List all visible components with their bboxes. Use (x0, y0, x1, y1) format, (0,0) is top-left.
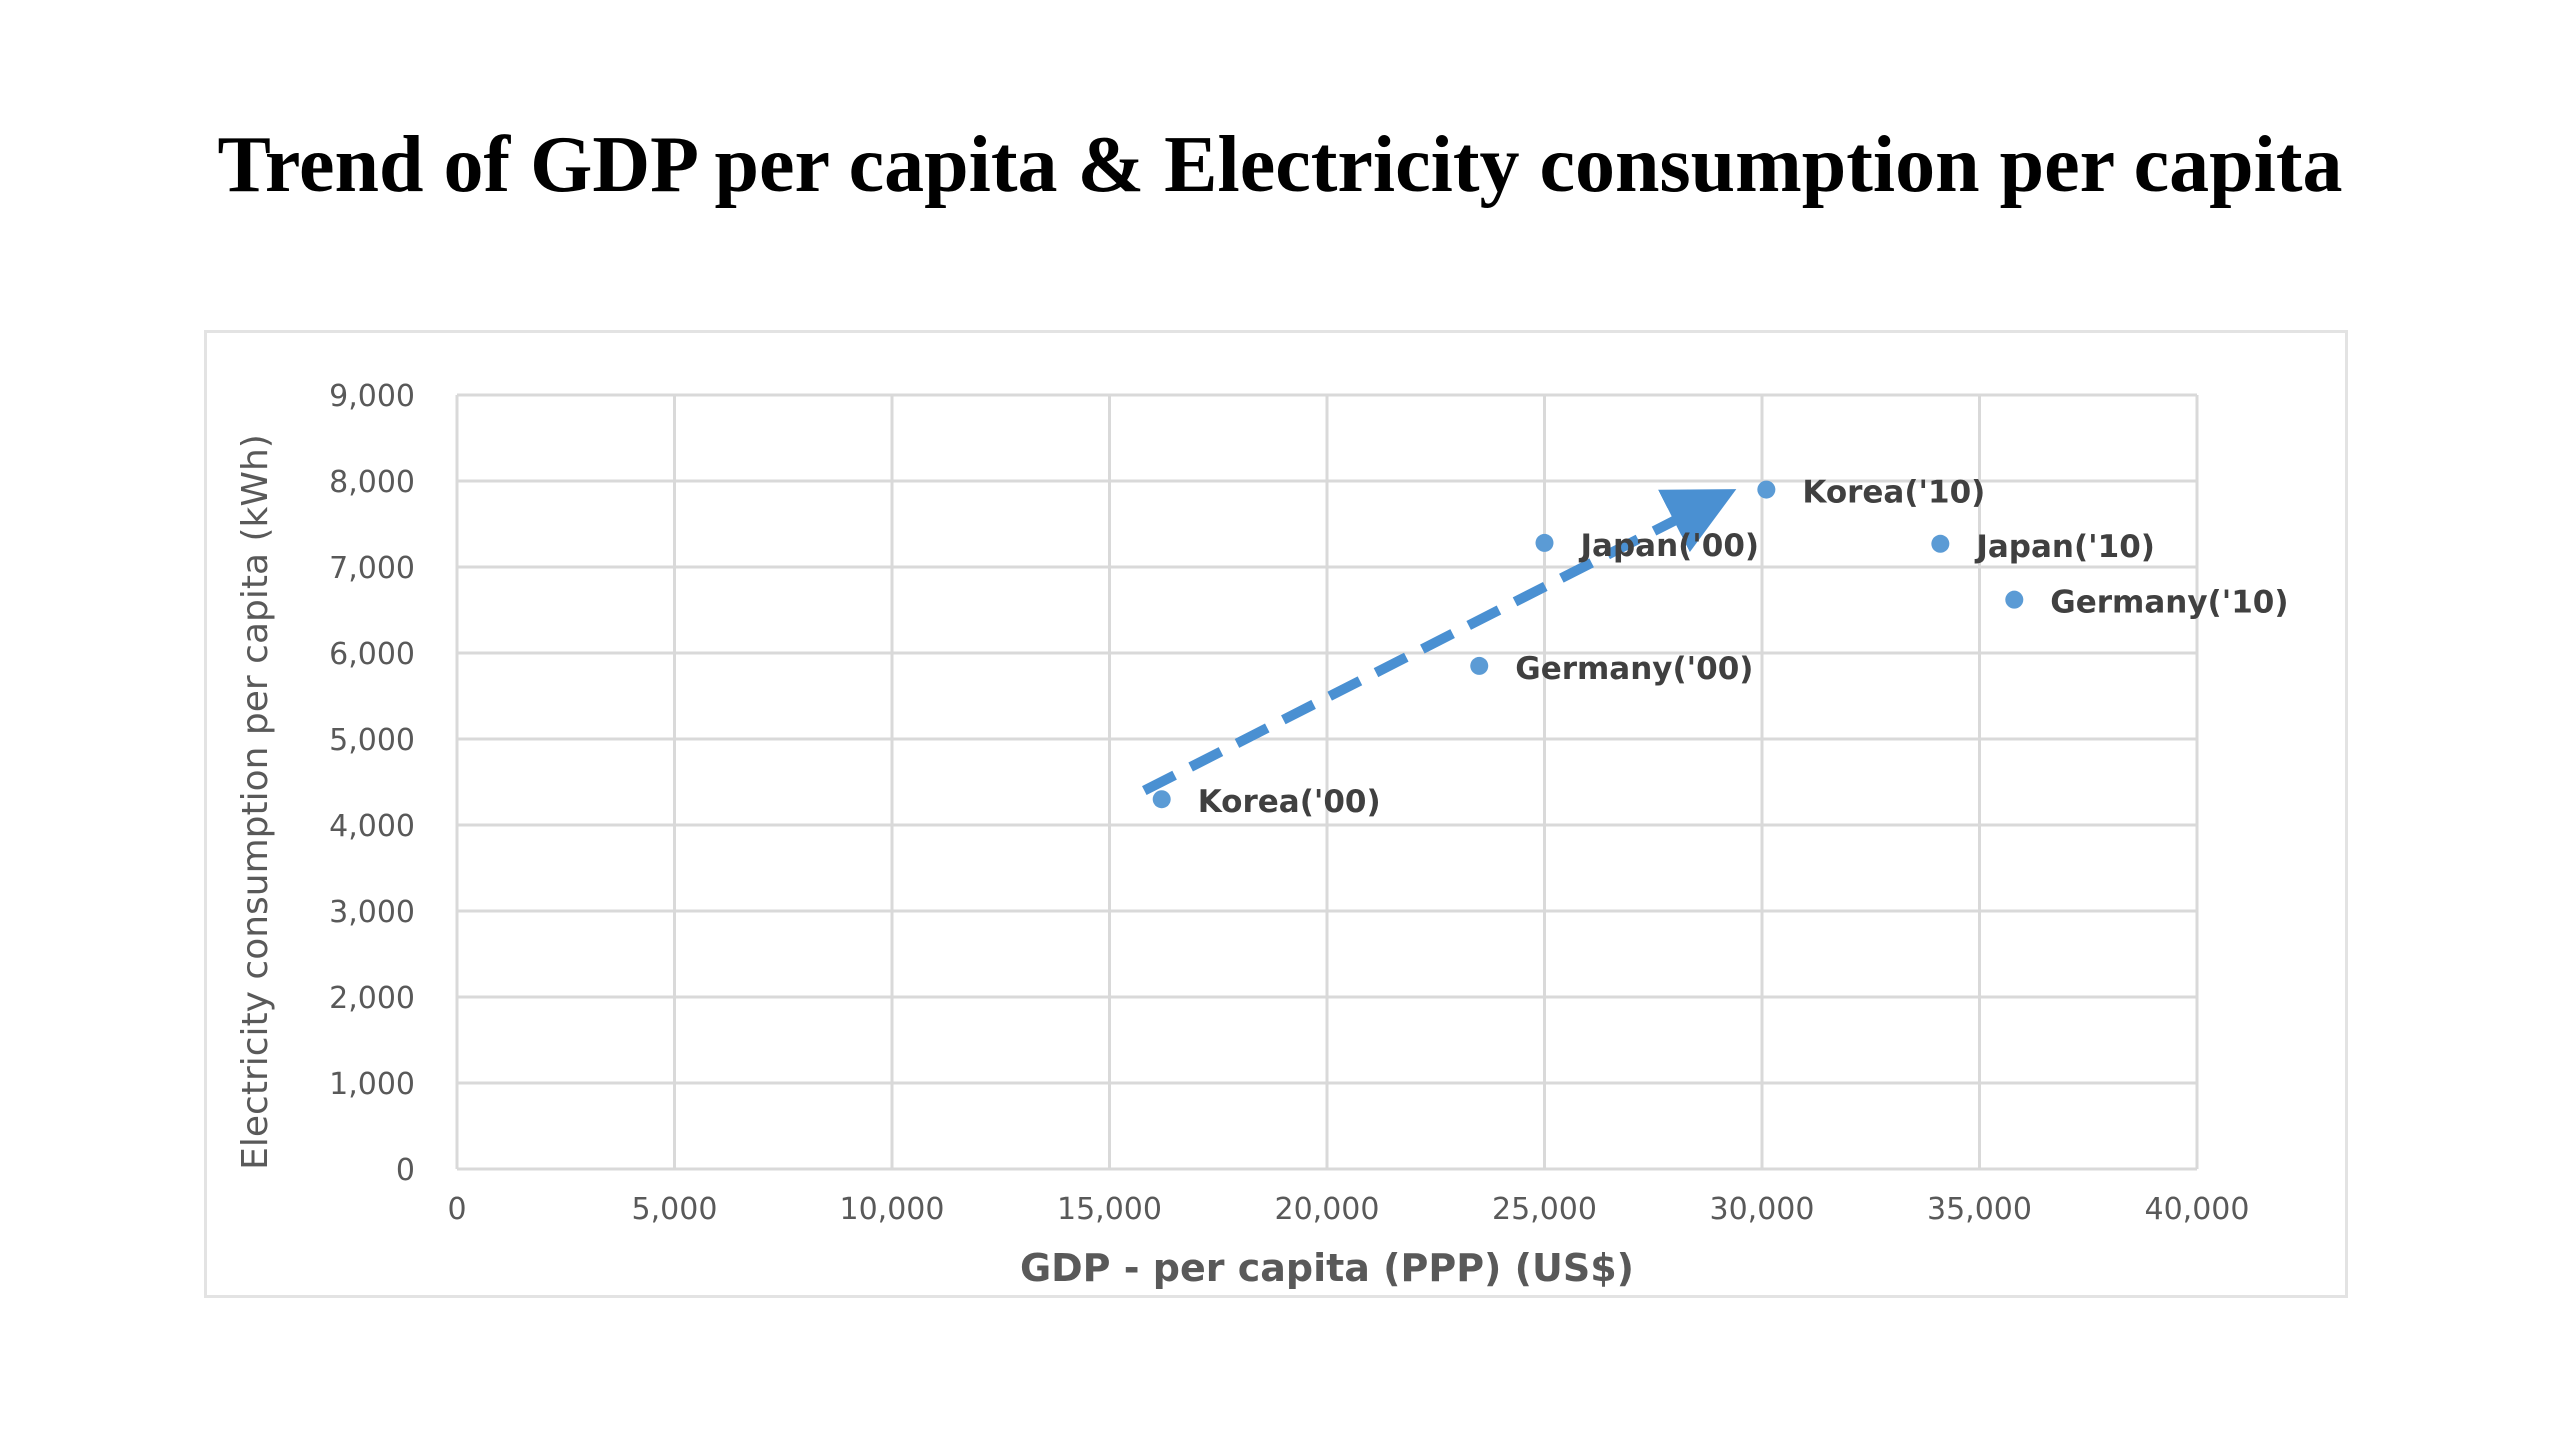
x-axis-title: GDP - per capita (PPP) (US$) (1020, 1246, 1634, 1290)
y-tick-label: 1,000 (329, 1067, 415, 1102)
y-tick-label: 5,000 (329, 723, 415, 758)
y-tick-label: 7,000 (329, 551, 415, 586)
data-label: Japan('00) (1579, 528, 1760, 564)
y-tick-label: 0 (396, 1153, 415, 1188)
y-tick-label: 6,000 (329, 637, 415, 672)
tick-labels: 0 5,000 10,000 15,000 20,000 25,000 30,000 35,0… (329, 379, 2249, 1227)
data-point (2005, 590, 2024, 609)
y-tick-label: 2,000 (329, 981, 415, 1016)
x-tick-label: 5,000 (632, 1192, 718, 1227)
x-tick-label: 0 (447, 1192, 466, 1227)
gridlines (455, 393, 2199, 1171)
x-tick-label: 10,000 (840, 1192, 945, 1227)
x-tick-label: 15,000 (1057, 1192, 1162, 1227)
x-tick-label: 35,000 (1927, 1192, 2032, 1227)
data-label: Japan('10) (1974, 529, 2155, 565)
data-point (1757, 480, 1776, 499)
data-point (1470, 656, 1489, 675)
slide-title: Trend of GDP per capita & Electricity co… (217, 121, 2343, 209)
scatter-chart: 0 5,000 10,000 15,000 20,000 25,000 30,000 35,0… (235, 379, 2289, 1290)
data-label: Korea('10) (1802, 475, 1985, 511)
data-label: Germany('10) (2050, 585, 2288, 621)
x-tick-label: 20,000 (1275, 1192, 1380, 1227)
y-tick-label: 8,000 (329, 465, 415, 500)
y-tick-label: 4,000 (329, 809, 415, 844)
x-tick-label: 40,000 (2145, 1192, 2250, 1227)
y-tick-label: 3,000 (329, 895, 415, 930)
data-point (1535, 533, 1554, 552)
y-axis-title: Electricity consumption per capita (kWh) (235, 434, 276, 1170)
x-tick-label: 25,000 (1492, 1192, 1597, 1227)
data-point (1931, 534, 1950, 553)
data-label: Germany('00) (1515, 651, 1753, 687)
chart-frame: 0 5,000 10,000 15,000 20,000 25,000 30,000 35,0… (204, 330, 2348, 1298)
y-tick-label: 9,000 (329, 379, 415, 414)
data-point (1152, 790, 1171, 809)
trend-arrow (1142, 489, 1737, 796)
trend-arrow-line (1142, 489, 1737, 796)
data-points: Korea('00) Germany('00) Japan('00) Korea('1… (1152, 475, 2289, 820)
data-label: Korea('00) (1198, 784, 1381, 820)
x-tick-label: 30,000 (1710, 1192, 1815, 1227)
